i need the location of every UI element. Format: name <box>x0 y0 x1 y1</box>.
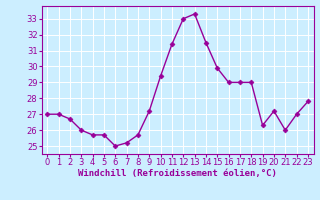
X-axis label: Windchill (Refroidissement éolien,°C): Windchill (Refroidissement éolien,°C) <box>78 169 277 178</box>
